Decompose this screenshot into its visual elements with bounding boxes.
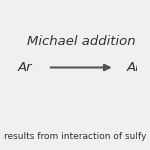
Text: Ar: Ar	[18, 61, 33, 74]
Text: Michael addition: Michael addition	[27, 35, 135, 48]
Text: Ar: Ar	[127, 61, 142, 74]
Text: results from interaction of sulfy: results from interaction of sulfy	[4, 132, 146, 141]
